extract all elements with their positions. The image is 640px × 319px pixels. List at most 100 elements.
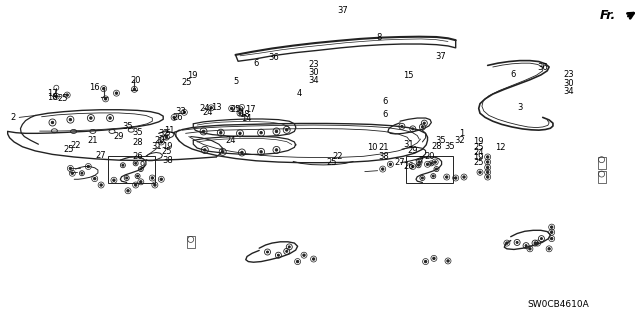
- Text: 30: 30: [563, 79, 573, 88]
- Circle shape: [423, 122, 426, 124]
- Circle shape: [165, 136, 168, 138]
- Text: 9: 9: [140, 161, 145, 170]
- Circle shape: [81, 172, 83, 174]
- Circle shape: [277, 254, 280, 256]
- Text: 34: 34: [308, 76, 319, 85]
- Text: 20: 20: [131, 76, 141, 85]
- Circle shape: [303, 254, 305, 256]
- Circle shape: [151, 177, 154, 179]
- Circle shape: [312, 258, 315, 260]
- Circle shape: [140, 168, 142, 170]
- Circle shape: [401, 125, 403, 127]
- Text: 22: 22: [70, 141, 81, 150]
- Text: 6: 6: [383, 97, 388, 106]
- Circle shape: [160, 141, 163, 143]
- Circle shape: [418, 161, 420, 163]
- Circle shape: [127, 189, 129, 192]
- Text: 25: 25: [182, 78, 192, 87]
- Text: 21: 21: [88, 136, 98, 145]
- Circle shape: [221, 151, 224, 153]
- Text: 10: 10: [367, 143, 378, 152]
- Circle shape: [104, 98, 107, 100]
- Circle shape: [486, 156, 489, 158]
- Text: 20: 20: [425, 152, 435, 161]
- Text: 32: 32: [158, 130, 168, 138]
- Text: 29: 29: [408, 146, 418, 155]
- Circle shape: [55, 95, 58, 98]
- Circle shape: [525, 245, 527, 247]
- Circle shape: [486, 171, 489, 174]
- Circle shape: [71, 172, 74, 174]
- Circle shape: [516, 241, 518, 243]
- Text: SW0CB4610A: SW0CB4610A: [527, 300, 589, 309]
- Text: 26: 26: [403, 162, 413, 171]
- Circle shape: [506, 242, 508, 244]
- Text: 6: 6: [383, 110, 388, 119]
- Circle shape: [239, 112, 241, 115]
- Text: 35: 35: [132, 128, 143, 137]
- Circle shape: [113, 179, 115, 182]
- Circle shape: [529, 248, 531, 250]
- Text: 14: 14: [241, 114, 252, 123]
- Text: 3: 3: [517, 103, 522, 112]
- Circle shape: [140, 181, 142, 183]
- Bar: [598, 171, 605, 183]
- Text: 12: 12: [495, 143, 506, 152]
- Circle shape: [275, 130, 278, 133]
- Circle shape: [202, 130, 205, 133]
- Circle shape: [389, 163, 392, 166]
- Text: 31: 31: [403, 140, 413, 149]
- Circle shape: [51, 121, 54, 124]
- Circle shape: [540, 238, 543, 240]
- Text: 6: 6: [253, 59, 259, 68]
- Text: 11: 11: [164, 126, 174, 135]
- Text: 35: 35: [444, 142, 454, 151]
- Circle shape: [486, 161, 489, 163]
- Text: 5: 5: [233, 77, 238, 85]
- Text: 19: 19: [187, 71, 197, 80]
- Circle shape: [134, 162, 137, 164]
- Circle shape: [486, 166, 489, 169]
- Text: 33: 33: [175, 107, 186, 116]
- Text: 27: 27: [96, 151, 106, 160]
- Circle shape: [220, 131, 222, 134]
- Text: 19: 19: [474, 153, 484, 162]
- Circle shape: [136, 175, 139, 177]
- Text: 27: 27: [395, 158, 405, 167]
- Text: 38: 38: [163, 156, 173, 165]
- Circle shape: [90, 117, 92, 119]
- Circle shape: [454, 177, 457, 179]
- Bar: [406, 156, 453, 183]
- Circle shape: [210, 107, 212, 109]
- Text: 22: 22: [333, 152, 343, 161]
- Text: 18: 18: [239, 110, 250, 119]
- Circle shape: [260, 151, 262, 153]
- Circle shape: [534, 242, 536, 244]
- Text: 29: 29: [113, 132, 124, 141]
- Text: 30: 30: [308, 68, 319, 77]
- Circle shape: [160, 178, 163, 181]
- Text: 25: 25: [474, 158, 484, 167]
- Text: 17: 17: [246, 105, 256, 114]
- Text: 21: 21: [379, 143, 389, 152]
- Text: 4: 4: [297, 89, 302, 98]
- Circle shape: [285, 129, 288, 131]
- Circle shape: [424, 260, 427, 263]
- Circle shape: [69, 118, 72, 121]
- Circle shape: [421, 126, 424, 128]
- Circle shape: [230, 107, 233, 110]
- Circle shape: [285, 250, 288, 252]
- Bar: [598, 157, 605, 169]
- Circle shape: [183, 111, 186, 114]
- Circle shape: [66, 94, 68, 96]
- Text: 37: 37: [337, 6, 348, 15]
- Circle shape: [381, 168, 384, 170]
- Text: 24: 24: [225, 136, 236, 145]
- Text: 24: 24: [200, 104, 210, 113]
- Circle shape: [173, 116, 175, 119]
- Text: 7: 7: [419, 156, 424, 165]
- Text: 28: 28: [431, 142, 442, 151]
- Text: 6: 6: [511, 70, 516, 78]
- Text: 25: 25: [161, 147, 172, 156]
- Circle shape: [93, 177, 96, 180]
